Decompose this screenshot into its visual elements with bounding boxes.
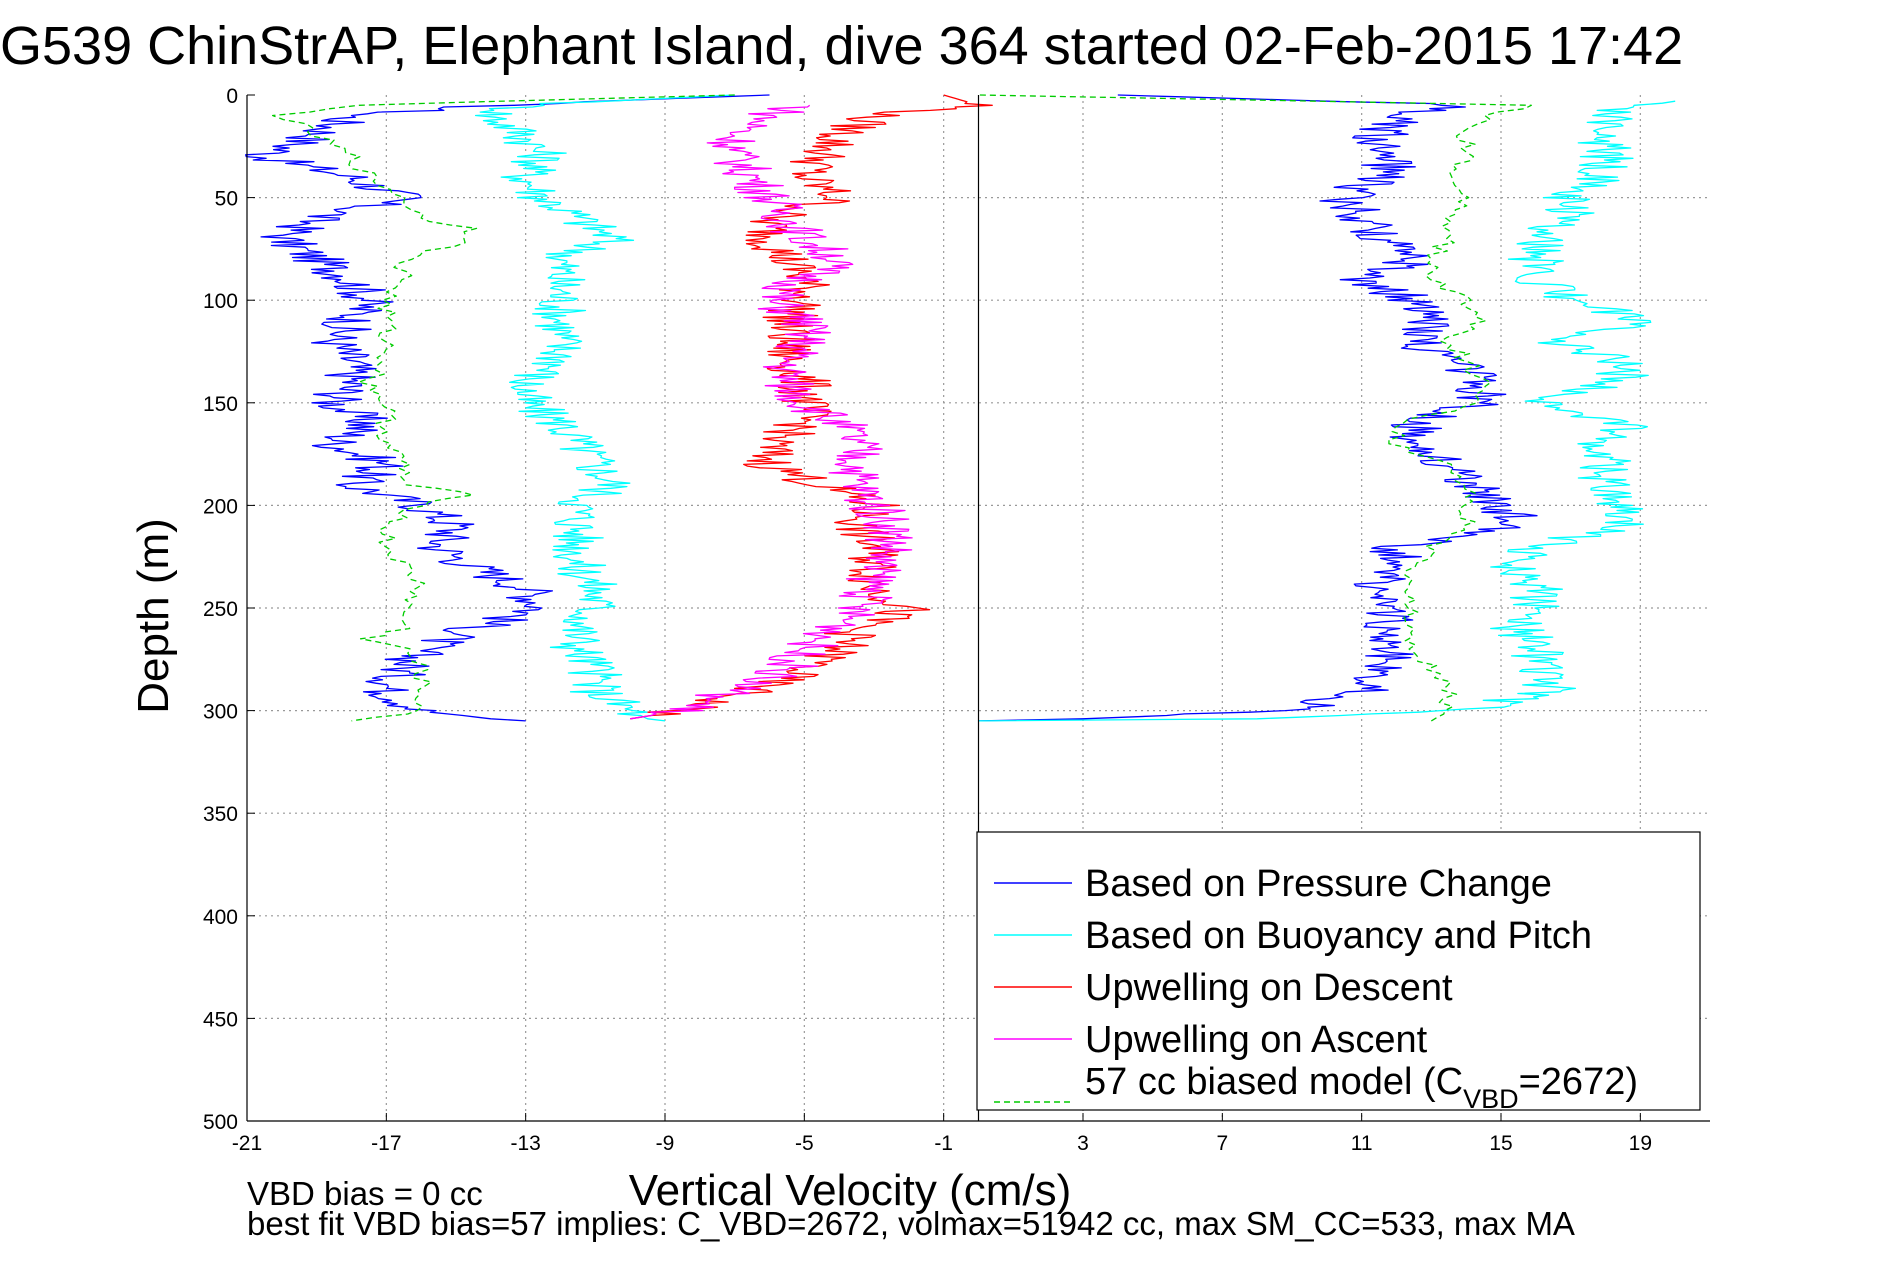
- legend-label: Upwelling on Ascent: [1085, 1019, 1428, 1061]
- x-tick-label: 7: [1216, 1132, 1228, 1155]
- legend-label-subscript: VBD: [1463, 1084, 1519, 1114]
- y-tick-label: 250: [203, 598, 238, 621]
- series-line: [978, 94, 1538, 722]
- x-tick-label: 11: [1351, 1132, 1373, 1155]
- y-tick-label: 0: [226, 85, 238, 108]
- series-line: [474, 94, 735, 722]
- y-tick-label: 350: [203, 803, 238, 826]
- y-tick-label: 150: [203, 393, 238, 416]
- x-tick-label: -5: [795, 1132, 814, 1155]
- footer-line-1: VBD bias = 0 cc: [247, 1175, 483, 1212]
- legend-label-suffix: =2672): [1519, 1061, 1638, 1103]
- series-line: [630, 94, 993, 720]
- y-tick-label: 500: [203, 1111, 238, 1134]
- x-tick-label: 19: [1629, 1132, 1652, 1155]
- series-line: [271, 94, 735, 722]
- x-tick-label: 15: [1489, 1132, 1512, 1155]
- legend-label: Based on Pressure Change: [1085, 863, 1552, 905]
- x-tick-label: -21: [232, 1132, 262, 1155]
- x-tick-label: -9: [656, 1132, 675, 1155]
- legend-label: 57 cc biased model (CVBD=2672): [1085, 1061, 1638, 1114]
- y-tick-label: 400: [203, 906, 238, 929]
- series-line: [630, 104, 913, 720]
- x-tick-label: -1: [934, 1132, 953, 1155]
- y-tick-label: 100: [203, 290, 238, 313]
- x-tick-label: -13: [510, 1132, 540, 1155]
- x-axis-label: Vertical Velocity (cm/s): [629, 1166, 1072, 1215]
- legend-box: [976, 831, 1701, 1111]
- series-layer: [245, 94, 1676, 722]
- legend: Based on Pressure Change Based on Buoyanc…: [976, 831, 1701, 1114]
- footer-line-2: best fit VBD bias=57 implies: C_VBD=2672…: [247, 1205, 1575, 1242]
- chart-title: G539 ChinStrAP, Elephant Island, dive 36…: [0, 16, 1683, 76]
- y-tick-label: 200: [203, 495, 238, 518]
- y-tick-label: 50: [215, 188, 238, 211]
- y-tick-label: 300: [203, 701, 238, 724]
- series-line: [245, 94, 770, 722]
- x-tick-label: -17: [371, 1132, 401, 1155]
- series-line: [978, 100, 1676, 722]
- x-tick-label: 3: [1077, 1132, 1089, 1155]
- axes: -21 -17 -13 -9 -5 -1 3 7 11 15 1905010015020025030…: [203, 85, 1710, 1155]
- y-tick-label: 450: [203, 1008, 238, 1031]
- legend-label-prefix: 57 cc biased model (C: [1085, 1061, 1463, 1103]
- series-line: [978, 94, 1532, 722]
- legend-label: Upwelling on Descent: [1085, 967, 1453, 1009]
- legend-label: Based on Buoyancy and Pitch: [1085, 915, 1592, 957]
- y-axis-label: Depth (m): [129, 518, 178, 714]
